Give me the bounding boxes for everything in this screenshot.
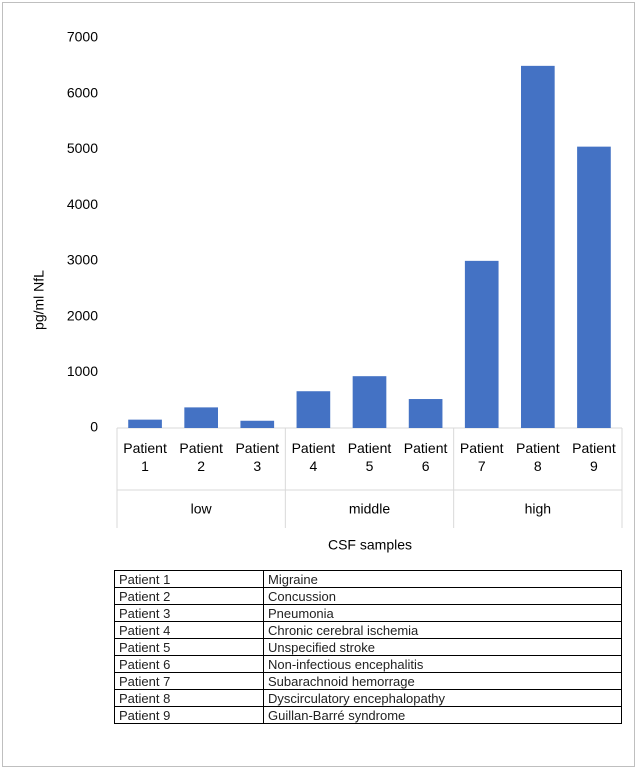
group-label: low bbox=[191, 501, 213, 517]
y-tick-label: 7000 bbox=[67, 29, 98, 45]
bar bbox=[577, 146, 611, 428]
table-cell: Pneumonia bbox=[263, 604, 622, 622]
y-tick-label: 2000 bbox=[67, 307, 98, 323]
table-cell: Patient 6 bbox=[114, 655, 264, 673]
bar bbox=[296, 391, 331, 428]
table-cell: Non-infectious encephalitis bbox=[263, 655, 622, 673]
table-row: Patient 7 Subarachnoid hemorrage bbox=[114, 672, 622, 690]
bar bbox=[184, 407, 218, 428]
table-row: Patient 1 Migraine bbox=[114, 570, 622, 588]
diagnosis-table: Patient 1 Migraine Patient 2 Concussion Pati… bbox=[114, 570, 622, 724]
y-tick-label: 4000 bbox=[67, 196, 98, 212]
table-row: Patient 9 Guillan-Barré syndrome bbox=[114, 706, 622, 724]
y-tick-label: 3000 bbox=[67, 252, 98, 268]
x-tick-label: Patient 4 bbox=[291, 440, 336, 474]
table-cell: Migraine bbox=[263, 570, 622, 588]
x-tick-label: Patient 9 bbox=[572, 440, 616, 474]
table-row: Patient 6 Non-infectious encephalitis bbox=[114, 655, 622, 673]
table-row: Patient 4 Chronic cerebral ischemia bbox=[114, 621, 622, 639]
table-cell: Patient 2 bbox=[114, 587, 264, 605]
table-cell: Chronic cerebral ischemia bbox=[263, 621, 622, 639]
bar bbox=[408, 399, 443, 428]
table-cell: Patient 9 bbox=[114, 706, 264, 724]
table-cell: Subarachnoid hemorrage bbox=[263, 672, 622, 690]
table-cell: Concussion bbox=[263, 587, 622, 605]
table-cell: Patient 7 bbox=[114, 672, 264, 690]
x-axis-label: CSF samples bbox=[328, 537, 412, 553]
x-tick-label: Patient 7 bbox=[459, 440, 504, 474]
table-row: Patient 5 Unspecified stroke bbox=[114, 638, 622, 656]
bar bbox=[240, 420, 275, 428]
y-tick-label: 1000 bbox=[67, 363, 98, 379]
group-label: middle bbox=[349, 501, 390, 517]
table-cell: Patient 1 bbox=[114, 570, 264, 588]
bar bbox=[521, 65, 555, 428]
table-cell: Guillan-Barré syndrome bbox=[263, 706, 622, 724]
y-tick-label: 6000 bbox=[67, 84, 98, 100]
x-tick-label: Patient 1 bbox=[123, 440, 167, 474]
x-tick-label: Patient 3 bbox=[235, 440, 280, 474]
x-tick-label: Patient 6 bbox=[403, 440, 448, 474]
table-cell: Patient 5 bbox=[114, 638, 264, 656]
bar bbox=[352, 376, 387, 428]
x-tick-label: Patient 2 bbox=[179, 440, 223, 474]
table-cell: Unspecified stroke bbox=[263, 638, 622, 656]
group-label: high bbox=[525, 501, 551, 517]
table-row: Patient 8 Dyscirculatory encephalopathy bbox=[114, 689, 622, 707]
table-cell: Patient 4 bbox=[114, 621, 264, 639]
y-axis-label: pg/ml NfL bbox=[31, 270, 47, 330]
y-tick-label: 0 bbox=[90, 419, 98, 435]
y-tick-label: 5000 bbox=[67, 140, 98, 156]
bar bbox=[128, 419, 162, 428]
table-row: Patient 2 Concussion bbox=[114, 587, 622, 605]
x-tick-label: Patient 5 bbox=[347, 440, 392, 474]
table-cell: Dyscirculatory encephalopathy bbox=[263, 689, 622, 707]
bar bbox=[464, 260, 499, 428]
table-cell: Patient 3 bbox=[114, 604, 264, 622]
chart: pg/ml NfL CSF samples 0 1000 2000 3000 4000 5… bbox=[31, 29, 623, 553]
table-row: Patient 3 Pneumonia bbox=[114, 604, 622, 622]
x-tick-label: Patient 8 bbox=[516, 440, 560, 474]
table-cell: Patient 8 bbox=[114, 689, 264, 707]
